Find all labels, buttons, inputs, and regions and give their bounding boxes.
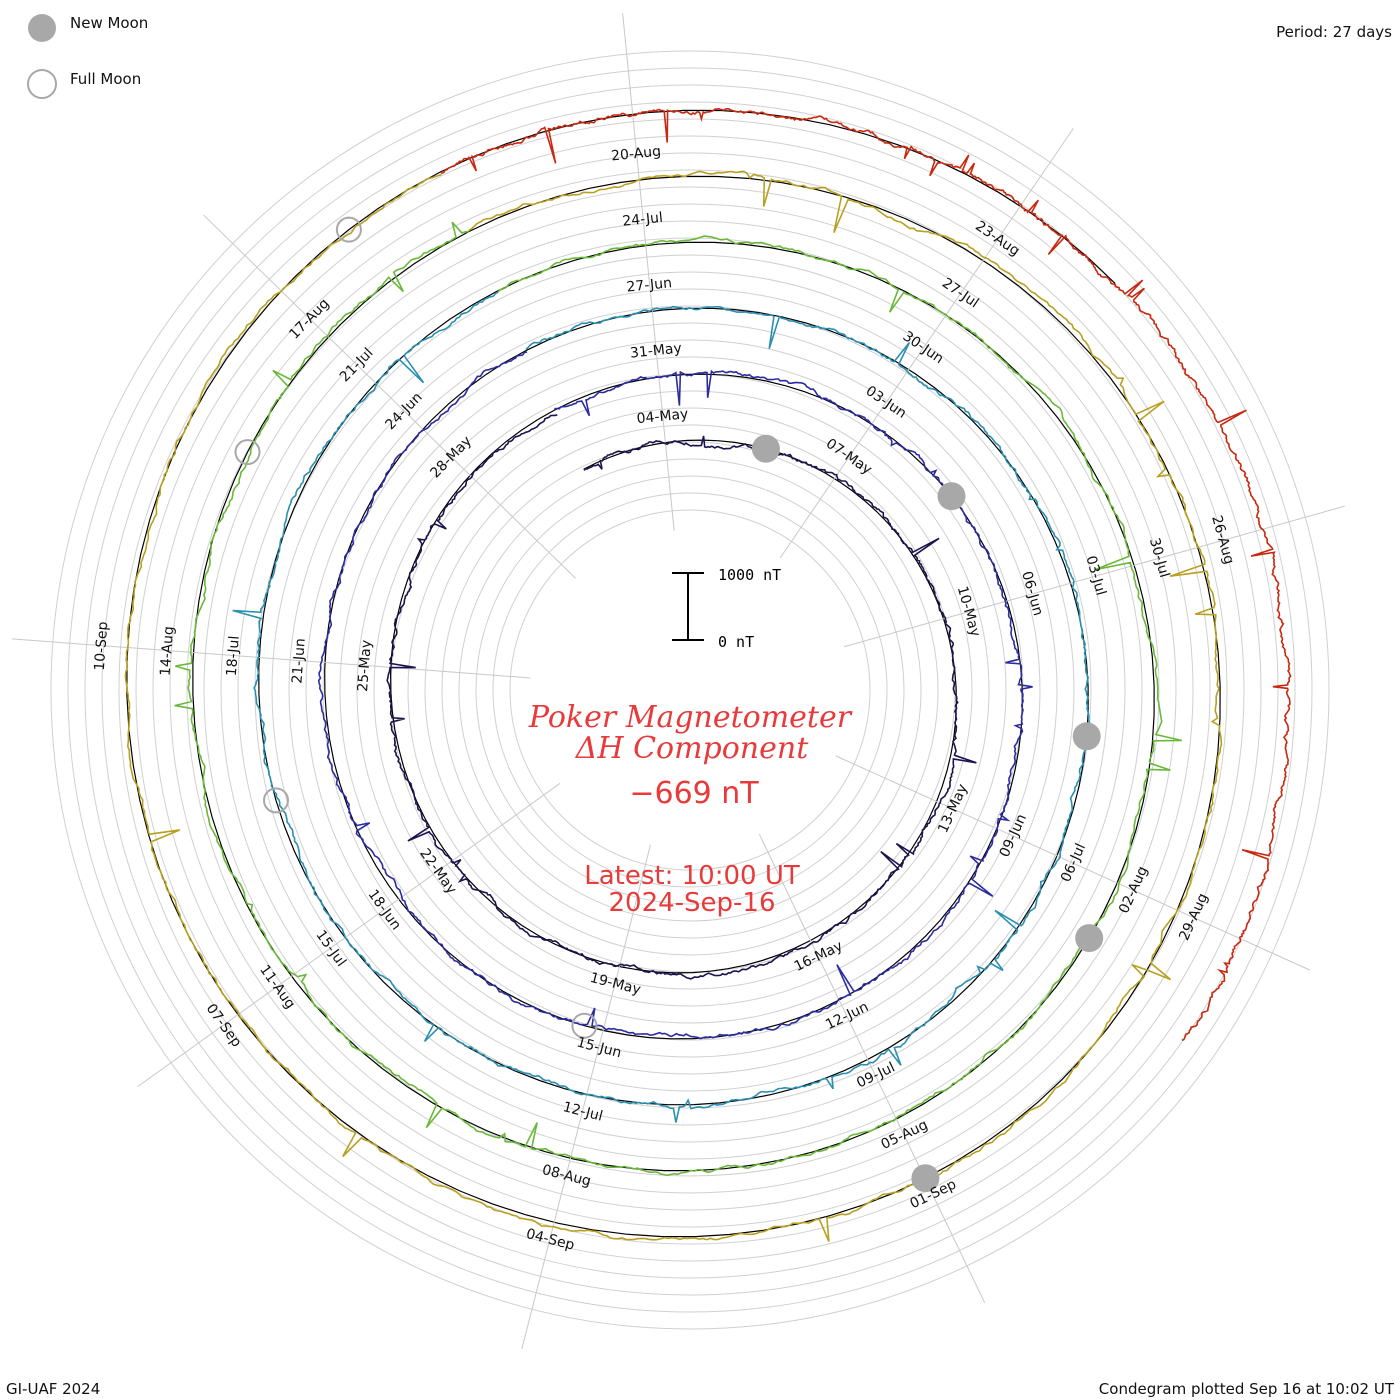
radial-spoke: [521, 844, 651, 1350]
grid-ring: [288, 288, 1092, 1092]
radial-spoke: [758, 833, 986, 1304]
grid-ring: [67, 67, 1313, 1313]
date-label: 14-Aug: [158, 626, 178, 677]
date-label: 21-Jun: [289, 638, 308, 685]
grid-ring: [424, 424, 956, 956]
grid-ring: [152, 152, 1228, 1228]
legend: [27, 14, 57, 99]
radial-spoke: [779, 128, 1074, 559]
grid-ring: [50, 50, 1330, 1330]
radial-spoke: [835, 755, 1310, 971]
new-moon-marker: [1072, 722, 1101, 751]
chart-title-line1: Poker Magnetometer: [528, 700, 853, 735]
credit-label: GI-UAF 2024: [6, 1380, 101, 1398]
radial-spoke: [137, 782, 561, 1088]
date-label: 27-Jul: [939, 275, 982, 311]
new-moon-marker: [751, 434, 780, 463]
full-moon-marker: [263, 787, 289, 814]
full-moon-icon: [27, 69, 57, 99]
grid-ring: [186, 186, 1194, 1194]
latest-date: 2024-Sep-16: [608, 888, 775, 918]
scale-bar: 1000 nT 0 nT: [672, 566, 781, 651]
date-label: 24-Jul: [622, 210, 664, 230]
chart-title-line2: ΔH Component: [575, 731, 809, 766]
grid-ring: [492, 492, 888, 888]
grid-ring: [101, 101, 1279, 1279]
series-trace-ring-2: [232, 291, 1091, 1123]
moon-markers: [234, 216, 1104, 1193]
grid-ring: [135, 135, 1245, 1245]
grid-ring: [441, 441, 939, 939]
grid-ring: [322, 322, 1058, 1058]
date-label: 06-Jun: [1018, 570, 1046, 618]
grid-ring: [458, 458, 922, 922]
grid-ring: [203, 203, 1177, 1177]
full-moon-marker: [571, 1012, 598, 1039]
grid-ring: [356, 356, 1024, 1024]
grid-ring: [118, 118, 1262, 1262]
date-label: 31-May: [629, 340, 682, 361]
grid-ring: [169, 169, 1211, 1211]
series-trace-ring-3: [174, 221, 1182, 1177]
grid-ring: [254, 254, 1126, 1126]
date-label: 30-Jul: [1146, 536, 1172, 579]
new-moon-marker: [911, 1164, 940, 1193]
new-moon-icon: [28, 14, 56, 42]
scale-bottom-label: 0 nT: [718, 633, 754, 651]
grid-ring: [220, 220, 1160, 1160]
scale-top-label: 1000 nT: [718, 566, 781, 584]
grid-ring: [509, 509, 871, 871]
plotted-label: Condegram plotted Sep 16 at 10:02 UT: [1098, 1380, 1394, 1398]
full-moon-marker: [335, 216, 362, 243]
period-label: Period: 27 days: [1276, 23, 1392, 41]
date-label: 08-Aug: [540, 1162, 592, 1190]
legend-full-moon-label: Full Moon: [70, 70, 142, 88]
date-label: 26-Aug: [1208, 514, 1237, 566]
grid-ring: [271, 271, 1109, 1109]
date-label: 20-Aug: [610, 144, 661, 165]
date-label: 10-Sep: [92, 621, 112, 671]
current-value: −669 nT: [629, 776, 759, 811]
radial-spoke: [843, 505, 1345, 648]
date-label: 04-May: [636, 406, 689, 427]
date-label: 25-May: [355, 639, 375, 692]
full-moon-marker: [234, 439, 261, 466]
radial-spoke: [622, 13, 675, 531]
series-trace-ring-5: [440, 107, 1292, 1042]
grid-ring: [237, 237, 1143, 1143]
date-label: 06-Jul: [1058, 841, 1089, 885]
grid-ring: [339, 339, 1041, 1041]
series-trace-ring-1: [317, 351, 1033, 1040]
date-label: 15-Jun: [575, 1035, 623, 1062]
date-label: 19-May: [588, 970, 642, 998]
date-label: 12-Jul: [561, 1099, 604, 1125]
grid-ring: [305, 305, 1075, 1075]
date-label: 03-Jun: [863, 383, 910, 422]
date-label: 07-Sep: [203, 1001, 245, 1050]
new-moon-marker: [1075, 924, 1104, 953]
radial-spoke: [11, 638, 531, 679]
date-label: 27-Jun: [626, 275, 673, 295]
latest-time: Latest: 10:00 UT: [584, 861, 800, 891]
grid-ring: [84, 84, 1296, 1296]
legend-new-moon-label: New Moon: [70, 14, 149, 32]
grid-ring: [407, 407, 973, 973]
grid-ring: [475, 475, 905, 905]
ring-grid: [50, 50, 1330, 1330]
spiral-trace: [124, 107, 1292, 1242]
date-label: 18-Jul: [224, 635, 243, 677]
new-moon-marker: [937, 482, 966, 511]
series-trace-ring-0: [386, 413, 977, 980]
radial-spokes: [11, 13, 1345, 1350]
radial-spoke: [203, 214, 576, 579]
